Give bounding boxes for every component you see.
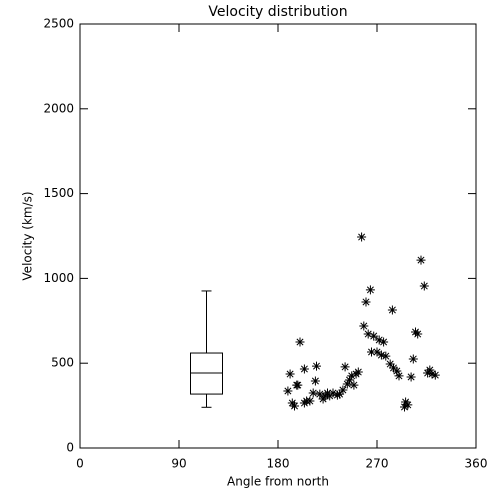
point	[400, 402, 409, 412]
point	[308, 388, 318, 398]
x-tick-label: 180	[267, 457, 290, 471]
point	[285, 369, 295, 379]
x-axis-label: Angle from north	[227, 475, 329, 489]
point	[332, 390, 342, 400]
point	[372, 347, 382, 357]
point	[379, 337, 389, 347]
point	[387, 305, 397, 315]
point	[419, 281, 429, 291]
x-tick-label: 90	[171, 457, 186, 471]
point	[403, 400, 413, 410]
x-tick-label: 0	[76, 457, 84, 471]
y-tick-label: 1500	[43, 186, 74, 200]
point	[342, 379, 352, 389]
point	[318, 394, 328, 404]
point	[299, 364, 309, 374]
point	[381, 351, 391, 361]
y-tick-label: 2000	[43, 101, 74, 115]
point	[349, 380, 359, 390]
point	[408, 354, 418, 364]
point	[345, 375, 354, 385]
point	[357, 232, 367, 242]
point	[335, 389, 345, 399]
point	[392, 366, 402, 376]
point	[413, 329, 423, 339]
point	[293, 380, 303, 390]
point	[295, 337, 305, 347]
point	[310, 376, 320, 386]
point	[394, 371, 404, 381]
point	[406, 372, 416, 382]
chart-title: Velocity distribution	[208, 4, 347, 20]
point	[374, 335, 384, 345]
point	[290, 401, 299, 411]
point	[423, 368, 433, 378]
point	[283, 386, 293, 396]
point	[427, 369, 437, 379]
y-tick-label: 1000	[43, 271, 74, 285]
y-tick-label: 2500	[43, 17, 74, 31]
point	[416, 255, 426, 265]
y-axis-label: Velocity (km/s)	[21, 191, 35, 280]
point	[385, 359, 395, 369]
point	[369, 331, 379, 341]
point	[340, 362, 350, 372]
plot-frame	[79, 23, 477, 449]
point	[361, 297, 371, 307]
point	[376, 350, 386, 360]
point	[365, 285, 375, 295]
point	[363, 329, 373, 339]
point	[425, 365, 435, 375]
point	[389, 363, 398, 373]
x-tick-label: 360	[465, 457, 488, 471]
y-tick-label: 0	[66, 441, 74, 455]
box	[190, 352, 223, 395]
point	[353, 367, 363, 377]
point	[328, 388, 338, 398]
point	[312, 361, 321, 371]
x-tick-label: 270	[366, 457, 389, 471]
point	[315, 389, 325, 399]
point	[305, 396, 315, 406]
point	[347, 371, 357, 381]
y-tick-label: 500	[51, 356, 74, 370]
point	[338, 385, 348, 395]
point	[359, 321, 369, 331]
point	[367, 347, 376, 357]
point	[430, 370, 440, 380]
